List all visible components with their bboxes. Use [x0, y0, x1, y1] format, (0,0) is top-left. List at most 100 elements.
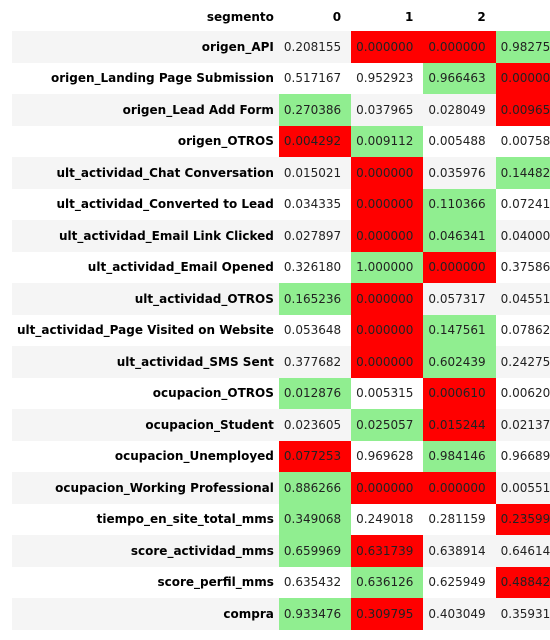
- table-cell: 0.659969: [278, 535, 352, 567]
- table-cell: 0.000000: [351, 220, 424, 252]
- table-cell: 0.631739: [351, 535, 424, 567]
- row-label: ult_actividad_SMS Sent: [116, 354, 274, 369]
- row-label: ult_actividad_Chat Conversation: [56, 165, 274, 180]
- table-row: score_actividad_mms 0.659969 0.631739 0.638…: [12, 535, 550, 567]
- table-cell: 0.025057: [351, 409, 424, 441]
- table-cell: 0.309795: [351, 598, 424, 630]
- table-cell: 0.007586: [500, 134, 550, 149]
- table-cell: 0.242759: [500, 354, 550, 369]
- table-header: segmento 0 1 2 3: [12, 3, 550, 31]
- table-cell: 0.984146: [423, 440, 496, 472]
- table-cell: 0.000000: [351, 346, 424, 378]
- table-cell: 0.045517: [500, 291, 550, 306]
- table-cell: 0.000000: [423, 472, 496, 504]
- table-cell: 0.208155: [283, 39, 342, 54]
- table-cell: 0.015021: [283, 165, 342, 180]
- row-label: score_actividad_mms: [130, 543, 274, 558]
- table-cell: 1.000000: [351, 251, 424, 283]
- index-name: segmento: [206, 10, 274, 24]
- table-cell: 0.000000: [351, 472, 424, 504]
- row-label: origen_Lead Add Form: [122, 102, 274, 117]
- table-row: ult_actividad_OTROS 0.165236 0.000000 0.057…: [12, 283, 550, 315]
- table-cell: 0.646144: [500, 543, 550, 558]
- table-body: origen_API 0.208155 0.000000 0.000000 0.9827…: [12, 31, 550, 630]
- table-row: origen_Landing Page Submission 0.517167 0.…: [12, 62, 550, 94]
- table-cell: 0.517167: [283, 71, 342, 86]
- table-cell: 0.009112: [351, 125, 424, 157]
- table-cell: 0.147561: [423, 314, 496, 346]
- table-cell: 0.000000: [423, 251, 496, 283]
- table-cell: 0.635432: [283, 575, 342, 590]
- column-header: 3: [496, 3, 550, 31]
- table-cell: 0.037965: [356, 102, 414, 117]
- table-cell: 0.078621: [500, 323, 550, 338]
- row-label: ocupacion_Unemployed: [114, 449, 274, 464]
- table-row: origen_Lead Add Form 0.270386 0.037965 0.02…: [12, 94, 550, 126]
- table-cell: 0.035976: [428, 165, 486, 180]
- table-cell: 0.015244: [423, 409, 496, 441]
- table-cell: 0.000000: [351, 188, 424, 220]
- table-cell: 0.072414: [500, 197, 550, 212]
- table-cell: 0.005517: [500, 480, 550, 495]
- table-cell: 0.403049: [428, 606, 486, 621]
- table-cell: 0.638914: [428, 543, 486, 558]
- table-cell: 0.053648: [283, 323, 342, 338]
- row-label: score_perfil_mms: [157, 575, 274, 590]
- table-row: ocupacion_Student 0.023605 0.025057 0.01524…: [12, 409, 550, 441]
- table-cell: 0.326180: [283, 260, 342, 275]
- table-cell: 0.110366: [423, 188, 496, 220]
- table-row: ocupacion_Working Professional 0.886266 0.…: [12, 472, 550, 504]
- table-cell: 0.034335: [283, 197, 342, 212]
- header-row: segmento 0 1 2 3: [12, 3, 550, 31]
- table-cell: 0.000000: [351, 283, 424, 315]
- table-row: ocupacion_OTROS 0.012876 0.005315 0.000610 0…: [12, 377, 550, 409]
- table-cell: 0.982759: [495, 31, 550, 63]
- row-label: ocupacion_Student: [145, 417, 274, 432]
- table-cell: 0.359310: [500, 606, 550, 621]
- table-row: ult_actividad_Converted to Lead 0.034335 0…: [12, 188, 550, 220]
- table-cell: 0.005315: [356, 386, 414, 401]
- segment-table: segmento 0 1 2 3 origen_API 0.208155 0.000…: [12, 3, 550, 630]
- row-label: ult_actividad_Converted to Lead: [56, 197, 274, 212]
- table-cell: 0.005488: [428, 134, 486, 149]
- table-cell: 0.249018: [356, 512, 414, 527]
- table-cell: 0.012876: [278, 377, 352, 409]
- row-label: ult_actividad_Email Opened: [87, 260, 274, 275]
- table-cell: 0.000610: [423, 377, 496, 409]
- table-cell: 0.000000: [351, 314, 424, 346]
- table-row: ult_actividad_Chat Conversation 0.015021 0…: [12, 157, 550, 189]
- table-row: ult_actividad_Page Visited on Website 0.0…: [12, 314, 550, 346]
- table-row: ult_actividad_SMS Sent 0.377682 0.000000 0.…: [12, 346, 550, 378]
- table-cell: 0.006207: [500, 386, 550, 401]
- table-cell: 0.952923: [356, 71, 414, 86]
- table-cell: 0.027897: [283, 228, 342, 243]
- table-row: ocupacion_Unemployed 0.077253 0.969628 0.98…: [12, 440, 550, 472]
- table-cell: 0.966463: [423, 62, 496, 94]
- table-cell: 0.028049: [428, 102, 486, 117]
- table-cell: 0.625949: [428, 575, 486, 590]
- table-cell: 0.000000: [351, 157, 424, 189]
- table-cell: 0.009655: [495, 94, 550, 126]
- table-cell: 0.077253: [278, 440, 352, 472]
- table-cell: 0.375862: [500, 260, 550, 275]
- table-row: origen_OTROS 0.004292 0.009112 0.005488 0.00…: [12, 125, 550, 157]
- column-header: 0: [332, 10, 342, 24]
- table-cell: 0.235990: [495, 503, 550, 535]
- column-header: 2: [477, 10, 486, 24]
- table-cell: 0.488429: [495, 566, 550, 598]
- table-cell: 0.000000: [423, 31, 496, 63]
- row-label: origen_OTROS: [177, 134, 274, 149]
- table-cell: 0.144828: [495, 157, 550, 189]
- table-cell: 0.349068: [278, 503, 352, 535]
- table-cell: 0.886266: [278, 472, 352, 504]
- row-label: origen_API: [201, 39, 274, 54]
- row-label: tiempo_en_site_total_mms: [96, 512, 274, 527]
- table-cell: 0.023605: [283, 417, 342, 432]
- table-row: origen_API 0.208155 0.000000 0.000000 0.9827…: [12, 31, 550, 63]
- table-cell: 0.000000: [351, 31, 424, 63]
- table-cell: 0.933476: [278, 598, 352, 630]
- table-row: ult_actividad_Email Link Clicked 0.027897…: [12, 220, 550, 252]
- table-cell: 0.966897: [500, 449, 550, 464]
- table-cell: 0.004292: [278, 125, 352, 157]
